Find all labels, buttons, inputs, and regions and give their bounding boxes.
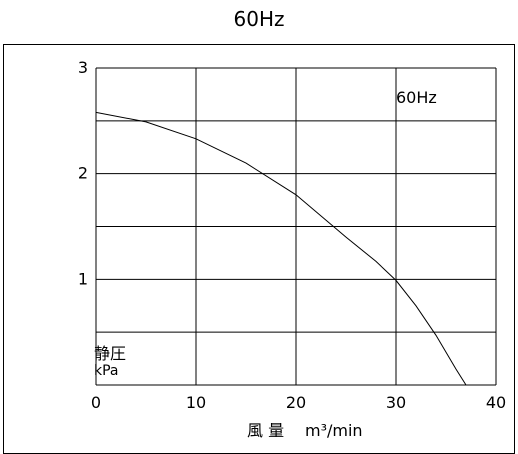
x-tick-label: 20 [286, 393, 306, 412]
y-tick-label: 2 [78, 164, 88, 183]
y-axis-label: 静圧 [94, 344, 126, 363]
x-tick-label: 0 [91, 393, 101, 412]
y-tick-label: 3 [78, 58, 88, 77]
x-axis-label: 風 量 [247, 421, 284, 440]
x-axis-unit: m³/min [305, 421, 363, 440]
tick-labels: 0 10 20 30 40 1 2 3 [78, 58, 506, 412]
x-tick-label: 10 [186, 393, 206, 412]
x-tick-label: 40 [486, 393, 506, 412]
y-axis-unit: kPa [94, 363, 119, 379]
x-tick-label: 30 [386, 393, 406, 412]
frequency-annotation: 60Hz [396, 88, 437, 107]
series-curve [96, 112, 466, 385]
curve-layer [96, 112, 466, 385]
y-tick-label: 1 [78, 269, 88, 288]
grid-lines [96, 68, 496, 385]
